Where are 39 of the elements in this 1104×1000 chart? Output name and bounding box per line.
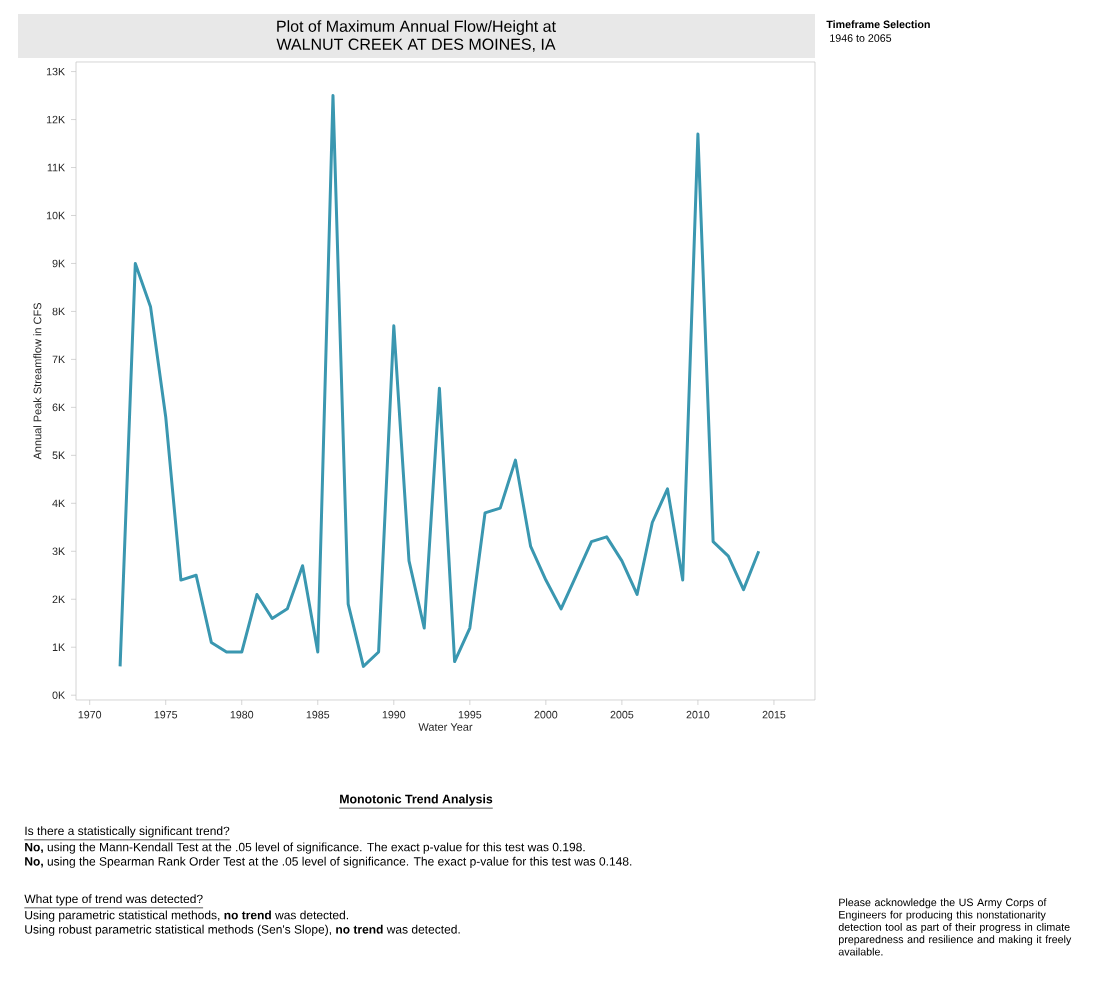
y-tick-label: 1K [52,643,66,651]
x-tick-label: 2000 [534,710,558,719]
x-tick-label: 1990 [382,710,406,719]
y-tick-label: 8K [52,307,66,316]
x-tick-label: 1995 [458,710,482,719]
y-tick-label: 7K [52,355,66,364]
x-tick-label: 2005 [610,710,634,719]
chart-subtitle: WALNUT CREEK AT DES MOINES, IA [276,38,556,52]
x-axis-title: Water Year [418,723,473,731]
text: No, using the Spearman Rank Order Test at the .05 level of significance. The exact p-value for this test was 0.148. [25,856,632,869]
x-tick-label: 1980 [230,710,254,719]
y-axis-title: Annual Peak Streamflow in CFS [33,302,42,460]
y-tick-label: 11K [47,163,66,172]
y-tick-label: 10K [46,211,65,220]
text: Monotonic Trend Analysis [340,794,493,806]
y-tick-label: 3K [52,547,66,556]
x-tick-label: 2010 [686,710,710,719]
text: 1946 to 2065 [830,34,892,42]
text: Using robust parametric statistical methods (Sen's Slope), no trend was detected. [25,924,460,937]
y-tick-label: 6K [52,403,66,412]
text: No, using the Mann-Kendall Test at the .05 level of significance. The exact p-value for this test was 0.198. [25,842,585,854]
y-tick-label: 2K [52,595,66,603]
text: Is there a statistically significant trend? [25,826,230,838]
y-tick-label: 0K [52,691,66,699]
y-tick-label: 4K [52,499,66,507]
text: Using parametric statistical methods, no trend was detected. [25,910,349,922]
y-tick-label: 9K [52,259,66,268]
text: Please acknowledge the US Army Corps of Engineers for producing this nonstationarity detection tool as part of their progress in climate preparedness and resilience and making it freely available. [838,898,1072,956]
text: What type of trend was detected? [24,894,203,906]
x-tick-label: 2015 [762,710,786,719]
y-tick-label: 5K [52,451,66,460]
chart-title: Plot of Maximum Annual Flow/Height at [277,20,556,36]
x-tick-label: 1985 [306,710,330,719]
y-tick-label: 13K [46,67,65,76]
y-tick-label: 12K [46,115,65,124]
x-tick-label: 1975 [154,710,178,719]
text: Timeframe Selection [826,20,930,29]
x-tick-label: 1970 [78,710,102,719]
line-series [118,94,761,668]
